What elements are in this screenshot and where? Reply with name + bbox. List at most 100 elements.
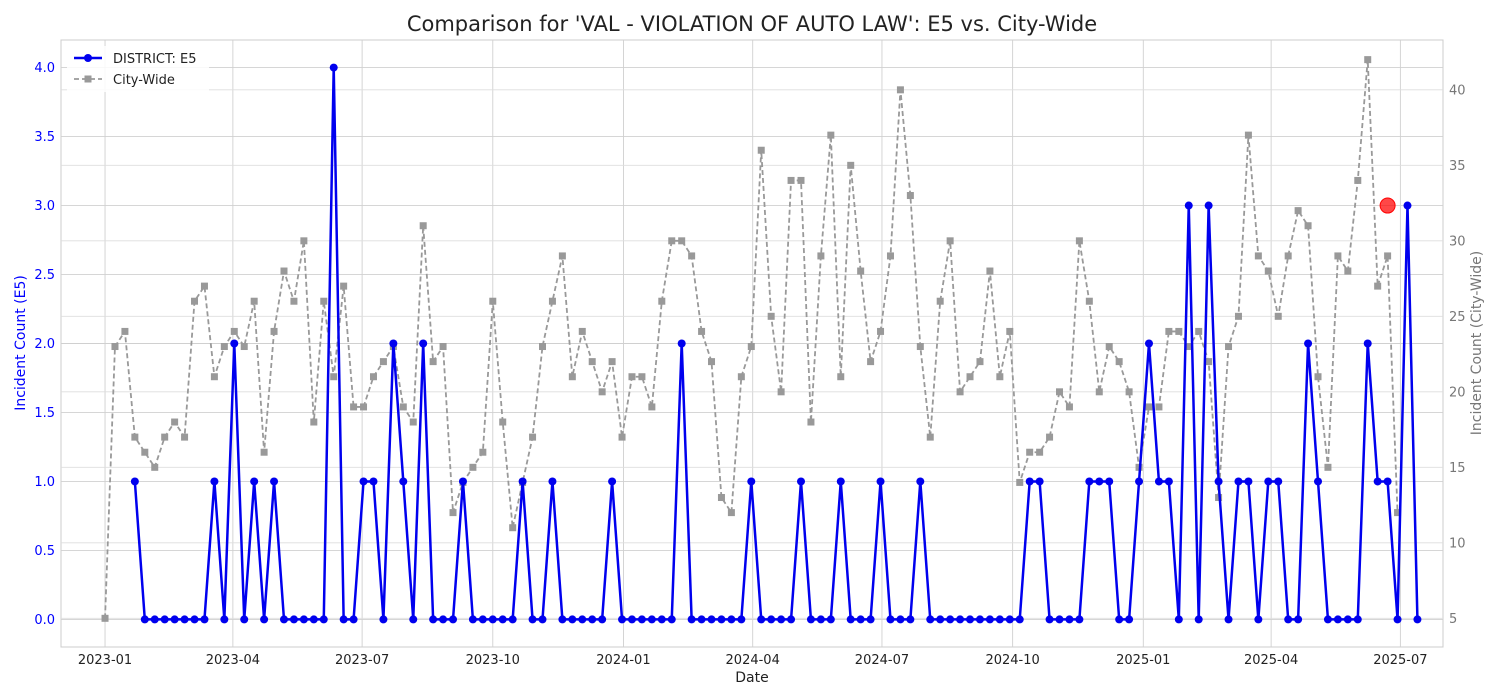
district-point — [468, 615, 477, 624]
y-left-tick-label: 1.0 — [34, 475, 55, 490]
citywide-point — [777, 388, 785, 396]
x-tick-label: 2023-04 — [206, 653, 260, 668]
citywide-point — [1284, 252, 1292, 260]
citywide-point — [171, 418, 179, 426]
chart-title: Comparison for 'VAL - VIOLATION OF AUTO … — [407, 12, 1097, 36]
citywide-point — [1175, 327, 1183, 335]
y-right-tick-label: 20 — [1449, 385, 1466, 400]
citywide-point — [588, 358, 596, 366]
citywide-point — [648, 403, 656, 411]
x-tick-label: 2025-04 — [1244, 653, 1298, 668]
legend-label-citywide: City-Wide — [113, 73, 175, 88]
citywide-point — [747, 343, 755, 351]
y-right-tick-label: 10 — [1449, 536, 1466, 551]
district-point — [1294, 615, 1303, 624]
district-point — [1184, 201, 1193, 210]
district-point — [717, 615, 726, 624]
citywide-point — [539, 343, 546, 351]
y-right-tick-label: 15 — [1449, 461, 1466, 476]
district-point — [578, 615, 587, 624]
district-point — [1125, 615, 1134, 624]
district-point — [289, 615, 298, 624]
district-point — [439, 615, 448, 624]
citywide-point — [509, 524, 517, 532]
citywide-point — [877, 327, 885, 335]
citywide-point — [1264, 267, 1272, 275]
citywide-point — [658, 297, 666, 305]
citywide-point — [131, 433, 139, 441]
district-point — [260, 615, 269, 624]
citywide-point — [717, 494, 725, 502]
citywide-point — [628, 373, 636, 381]
district-point — [309, 615, 318, 624]
district-point — [936, 615, 945, 624]
district-point — [667, 615, 676, 624]
citywide-point — [101, 614, 109, 622]
district-point — [707, 615, 716, 624]
citywide-point — [330, 373, 338, 381]
district-point — [1333, 615, 1342, 624]
district-point — [946, 615, 955, 624]
district-point — [1174, 615, 1183, 624]
citywide-point — [996, 373, 1004, 381]
district-point — [1085, 477, 1094, 486]
district-point — [886, 615, 895, 624]
y-left-tick-label: 3.0 — [34, 199, 55, 214]
y-right-tick-label: 25 — [1449, 310, 1466, 325]
citywide-point — [181, 433, 189, 441]
citywide-point — [936, 297, 944, 305]
district-point — [299, 615, 308, 624]
citywide-point — [817, 252, 825, 260]
district-point — [598, 615, 607, 624]
y-right-tick-label: 40 — [1449, 83, 1466, 98]
district-point — [975, 615, 984, 624]
citywide-point — [280, 267, 288, 275]
district-point — [349, 615, 358, 624]
district-point — [478, 615, 487, 624]
legend: DISTRICT: E5 City-Wide — [67, 46, 209, 92]
district-point — [1135, 477, 1144, 486]
citywide-point — [1304, 222, 1312, 230]
citywide-point — [787, 176, 795, 184]
district-point — [1214, 477, 1223, 486]
citywide-point — [379, 358, 387, 366]
citywide-point — [240, 343, 248, 351]
citywide-point — [886, 252, 894, 260]
district-point — [270, 477, 279, 486]
district-point — [458, 477, 467, 486]
district-point — [787, 615, 796, 624]
district-point — [1055, 615, 1064, 624]
district-point — [677, 339, 686, 348]
district-point — [1264, 477, 1273, 486]
district-point — [1244, 477, 1253, 486]
district-point — [1234, 477, 1243, 486]
district-point — [379, 615, 388, 624]
district-point — [1304, 339, 1313, 348]
district-point — [637, 615, 646, 624]
citywide-point — [340, 282, 348, 290]
district-point — [608, 477, 617, 486]
district-point — [1154, 477, 1163, 486]
citywide-point — [360, 403, 368, 411]
district-point — [1323, 615, 1332, 624]
district-point — [995, 615, 1004, 624]
district-point — [1403, 201, 1412, 210]
citywide-point — [270, 327, 278, 335]
citywide-point — [737, 373, 745, 381]
citywide-point — [1065, 403, 1073, 411]
district-point — [657, 615, 666, 624]
citywide-point — [906, 192, 914, 200]
district-point — [1065, 615, 1074, 624]
citywide-point — [1344, 267, 1352, 275]
district-point — [329, 63, 338, 72]
citywide-point — [1374, 282, 1382, 290]
citywide-point — [867, 358, 875, 366]
district-point — [697, 615, 706, 624]
citywide-point — [1125, 388, 1133, 396]
district-point — [518, 477, 527, 486]
legend-label-district: DISTRICT: E5 — [113, 52, 197, 67]
citywide-point — [1056, 388, 1064, 396]
district-point — [1413, 615, 1422, 624]
x-tick-label: 2023-01 — [78, 653, 132, 668]
district-point — [896, 615, 905, 624]
